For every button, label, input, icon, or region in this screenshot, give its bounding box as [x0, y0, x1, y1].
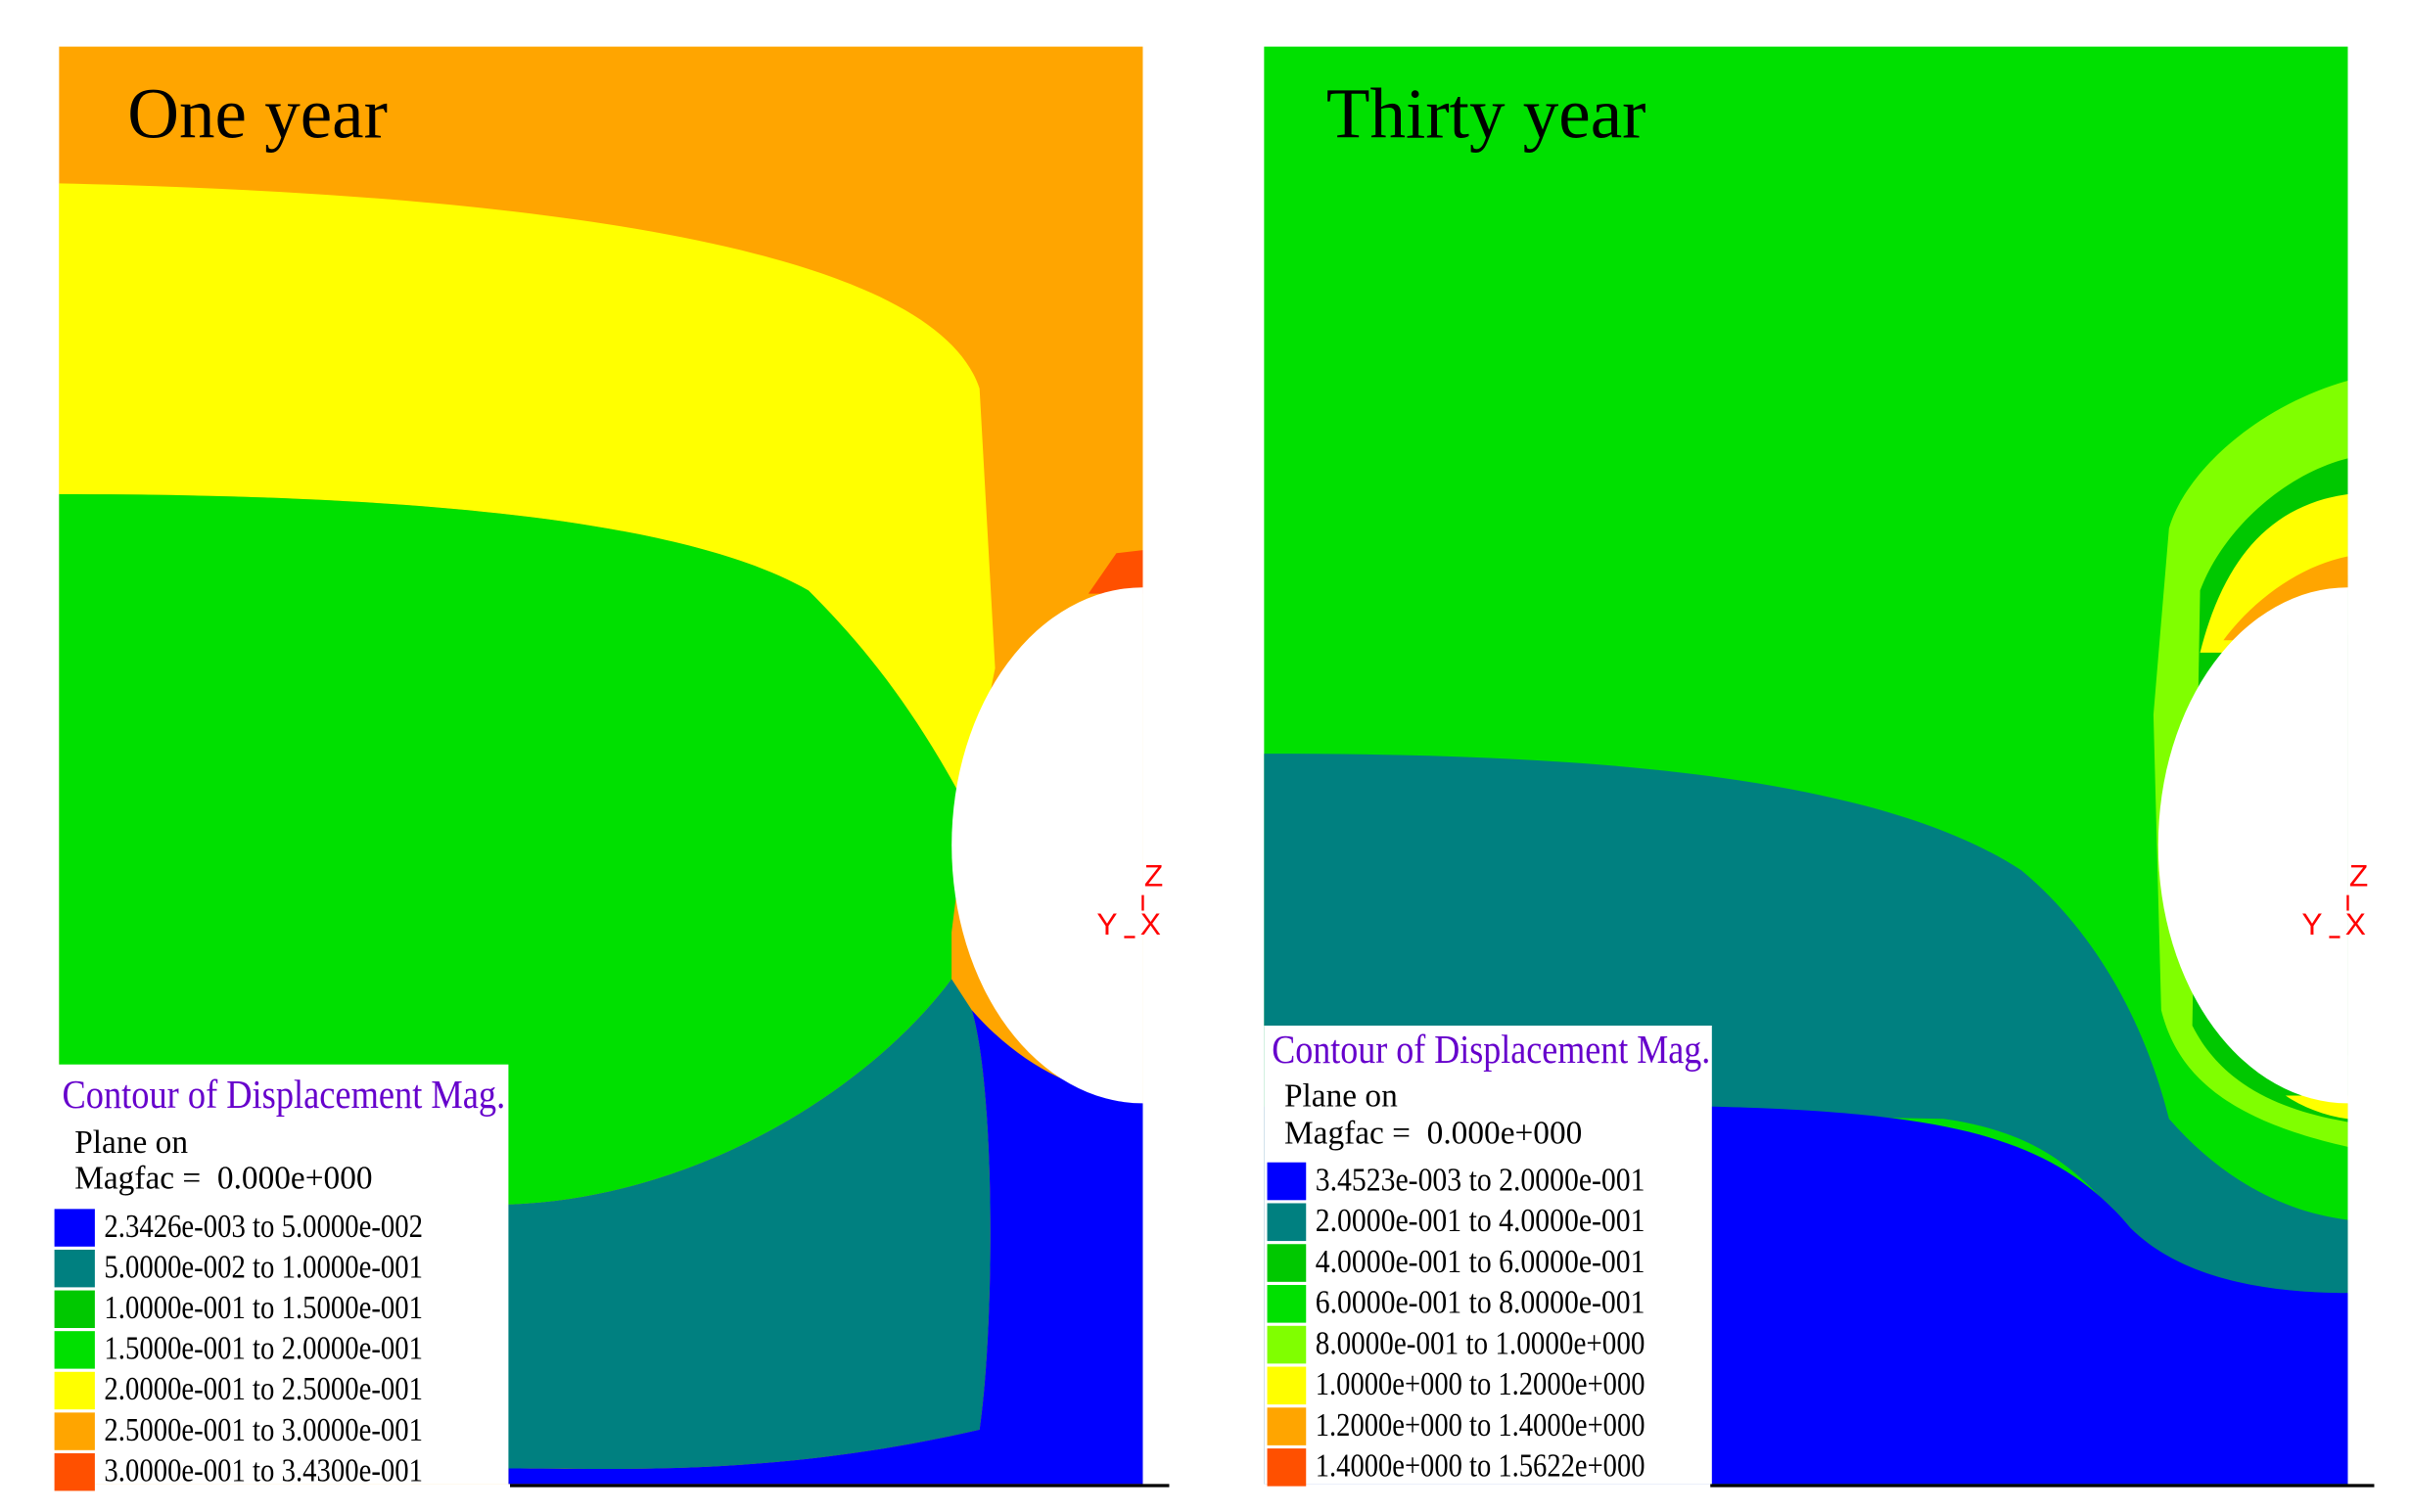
legend-swatch: [1267, 1285, 1307, 1323]
legend-label: 6.0000e-001 to 8.0000e-001: [1316, 1285, 1645, 1321]
legend-swatch: [1267, 1448, 1307, 1487]
legend-label: 2.0000e-001 to 4.0000e-001: [1316, 1203, 1645, 1239]
legend-swatch: [54, 1209, 95, 1247]
legend-label: 1.0000e+000 to 1.2000e+000: [1316, 1366, 1645, 1402]
legend-swatch: [54, 1331, 95, 1369]
legend-swatch: [54, 1371, 95, 1410]
legend-label: 1.4000e+000 to 1.5622e+000: [1316, 1448, 1645, 1485]
axis-label: Z: [2349, 858, 2368, 893]
legend-label: 1.2000e+000 to 1.4000e+000: [1316, 1407, 1645, 1443]
legend-label: 3.4523e-003 to 2.0000e-001: [1316, 1162, 1645, 1198]
panel-title: Thirty year: [1326, 74, 1646, 154]
panel-title: One year: [127, 74, 388, 154]
axis-label: Y: [1096, 906, 1117, 941]
legend-plane: Plane on: [74, 1124, 188, 1161]
contour-region: [2200, 493, 2348, 653]
contour-region: [508, 1010, 1143, 1485]
legend-magfac: Magfac = 0.000e+000: [74, 1160, 372, 1196]
legend-swatch: [1267, 1244, 1307, 1282]
legend-label: 2.0000e-001 to 2.5000e-001: [104, 1371, 423, 1407]
legend-swatch: [1267, 1162, 1307, 1201]
legend-swatch: [54, 1249, 95, 1288]
axis-label: Z: [1144, 858, 1163, 893]
legend-label: 2.3426e-003 to 5.0000e-002: [104, 1209, 423, 1245]
legend-swatch: [1267, 1407, 1307, 1445]
legend-label: 3.0000e-001 to 3.4300e-001: [104, 1452, 423, 1489]
axis-label: Y: [2301, 906, 2322, 941]
legend-swatch: [1267, 1325, 1307, 1364]
axis-label: X: [1140, 906, 1161, 941]
axis-label: X: [2345, 906, 2366, 941]
legend-swatch: [54, 1412, 95, 1450]
legend-label: 8.0000e-001 to 1.0000e+000: [1316, 1325, 1645, 1361]
legend-title: Contour of Displacement Mag.: [63, 1072, 506, 1117]
contour-region: [1088, 550, 1143, 594]
contour-region: [1264, 754, 2348, 1294]
legend-box: [51, 1064, 509, 1485]
legend-plane: Plane on: [1284, 1077, 1398, 1114]
contour-region: [2223, 556, 2348, 641]
legend-swatch: [1267, 1203, 1307, 1242]
legend-swatch: [1267, 1366, 1307, 1405]
legend-swatch: [54, 1290, 95, 1328]
contour-region: [59, 493, 967, 1213]
legend-label: 2.5000e-001 to 3.0000e-001: [104, 1412, 423, 1448]
hole: [2157, 587, 2348, 1104]
legend-label: 5.0000e-002 to 1.0000e-001: [104, 1249, 423, 1285]
legend-title: Contour of Displacement Mag.: [1272, 1027, 1710, 1072]
hole: [951, 587, 1143, 1104]
contour-region: [59, 183, 996, 808]
legend-box: [1264, 1025, 1712, 1485]
legend-label: 1.0000e-001 to 1.5000e-001: [104, 1290, 423, 1326]
legend-magfac: Magfac = 0.000e+000: [1284, 1115, 1582, 1151]
legend-label: 1.5000e-001 to 2.0000e-001: [104, 1331, 423, 1367]
legend-label: 4.0000e-001 to 6.0000e-001: [1316, 1244, 1645, 1280]
legend-swatch: [54, 1452, 95, 1491]
